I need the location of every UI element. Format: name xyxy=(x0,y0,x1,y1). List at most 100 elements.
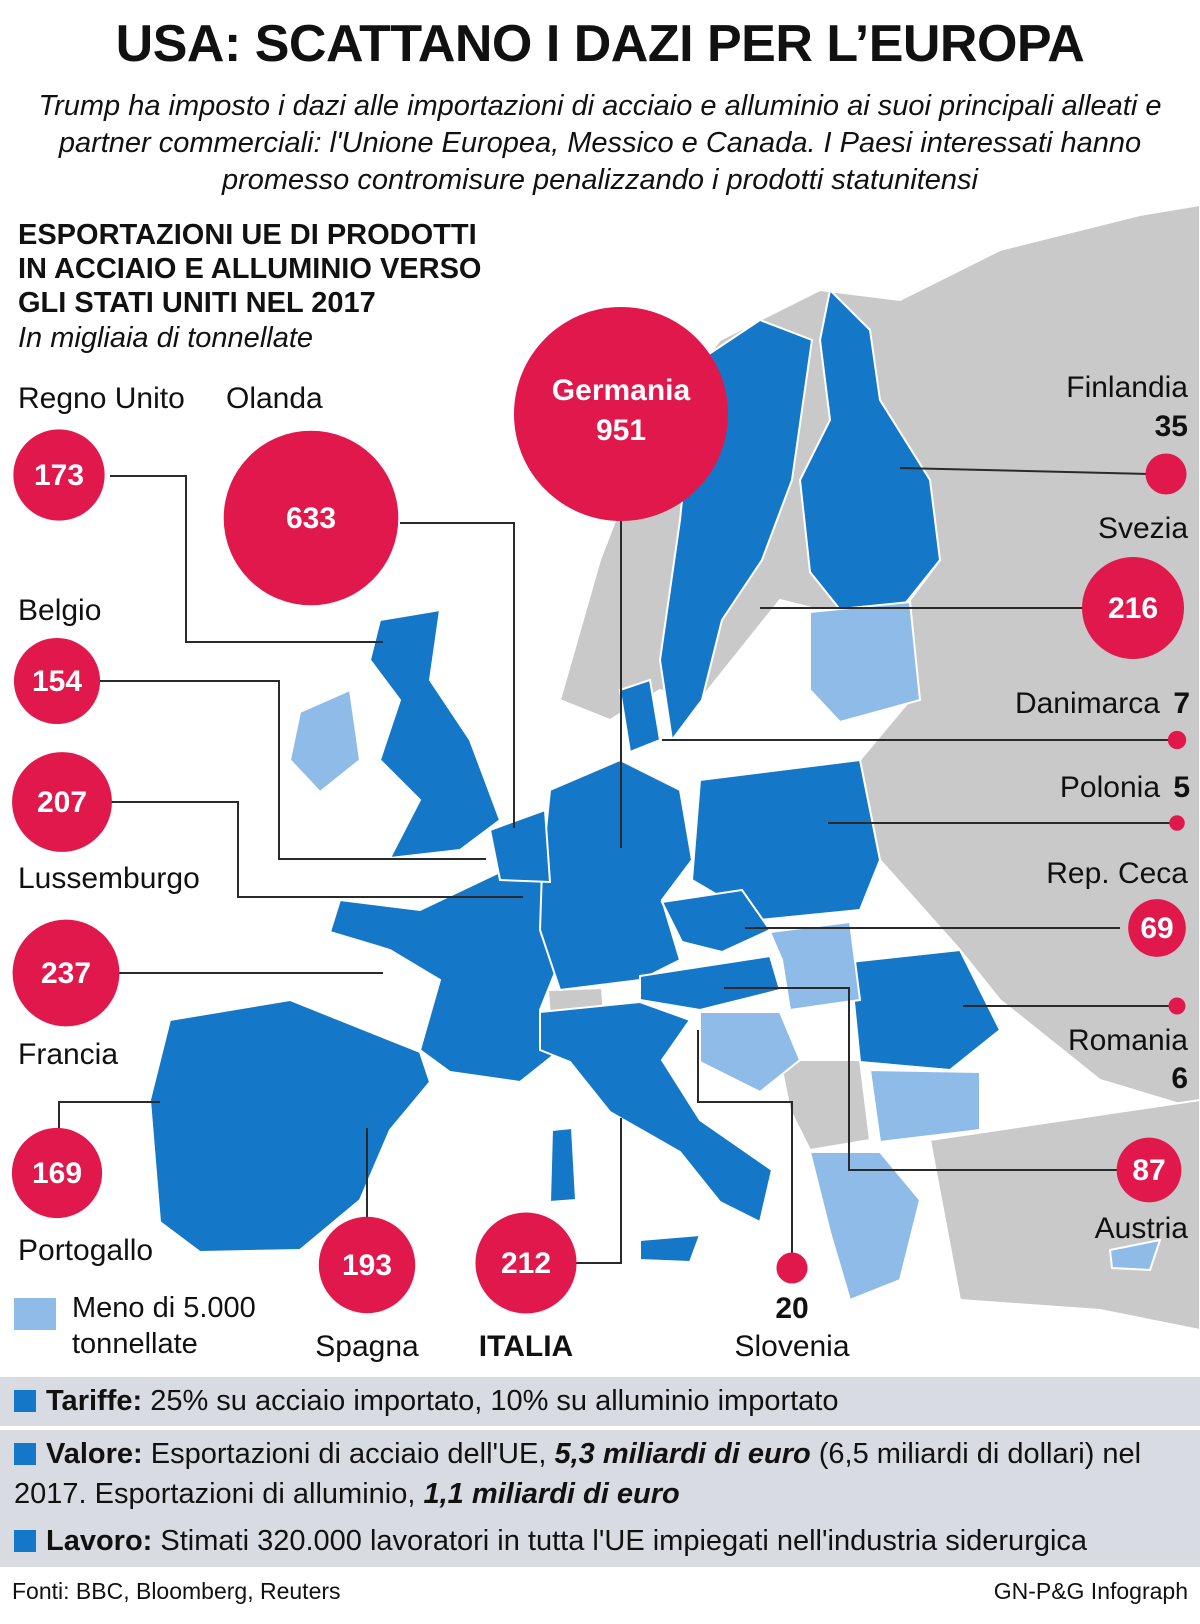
country-name: Danimarca xyxy=(1015,687,1160,720)
map-title-line: IN ACCIAIO E ALLUMINIO VERSO xyxy=(18,253,482,285)
leader-line xyxy=(100,680,486,860)
bulgaria-shape xyxy=(868,1068,981,1144)
country-name: Regno Unito xyxy=(18,382,185,415)
leader-line xyxy=(570,1118,622,1264)
country-name: Francia xyxy=(18,1038,118,1071)
bubble xyxy=(1145,453,1187,495)
country-name: Svezia xyxy=(1098,512,1188,545)
leader-line xyxy=(58,1101,160,1130)
fact-row: Valore: Esportazioni di acciaio dell'UE,… xyxy=(0,1430,1200,1518)
country-value: 951 xyxy=(596,414,646,447)
country-name: ITALIA xyxy=(479,1330,573,1363)
eu-small-exporters xyxy=(288,600,1162,1302)
sardinia-shape xyxy=(548,1126,578,1204)
country-name: Belgio xyxy=(18,594,101,627)
leader-line xyxy=(899,467,1151,475)
czech-shape xyxy=(660,888,772,954)
country-value: 237 xyxy=(41,957,91,990)
country-value: 5 xyxy=(1173,771,1190,804)
fact-text: Stimati 320.000 lavoratori in tutta l'UE… xyxy=(160,1525,1088,1557)
country-name: Slovenia xyxy=(734,1330,849,1363)
germany-shape xyxy=(538,758,694,992)
leader-line xyxy=(697,1030,793,1255)
leader-line xyxy=(400,522,515,828)
baltics-shape xyxy=(809,600,922,724)
sicily-shape xyxy=(639,1233,702,1264)
credit: GN-P&G Infograph xyxy=(993,1578,1188,1604)
country-name: Polonia xyxy=(1060,771,1160,804)
balkans-land xyxy=(778,1059,872,1152)
bubble xyxy=(223,430,399,606)
fact-bullet xyxy=(14,1390,36,1412)
fact-label: Lavoro: xyxy=(46,1525,153,1557)
ireland-shape xyxy=(288,688,362,794)
fact-text: 5,3 miliardi di euro xyxy=(554,1438,811,1470)
bubble xyxy=(475,1212,577,1314)
fact-bullet xyxy=(14,1530,36,1552)
title: USA: SCATTANO I DAZI PER L’EUROPA xyxy=(115,15,1085,73)
leader-line xyxy=(110,475,383,643)
fact-row: Lavoro: Stimati 320.000 lavoratori in tu… xyxy=(0,1517,1200,1567)
map-title-line: ESPORTAZIONI UE DI PRODOTTI xyxy=(18,219,477,251)
fact-text: 1,1 miliardi di euro xyxy=(423,1478,680,1510)
iberia-shape xyxy=(148,998,432,1254)
country-name: Lussemburgo xyxy=(18,862,200,895)
fact-label: Tariffe: xyxy=(46,1385,143,1417)
eu-countries xyxy=(148,287,1002,1264)
fact-label: Valore: xyxy=(46,1438,143,1470)
country-value: 193 xyxy=(342,1249,392,1282)
country-value: 6 xyxy=(1171,1062,1188,1095)
greece-shape xyxy=(808,1151,922,1302)
bubbles xyxy=(11,306,1187,1314)
austria-shape xyxy=(639,954,782,1012)
bubble xyxy=(13,637,101,725)
country-value: 69 xyxy=(1140,912,1173,945)
bubble xyxy=(1167,730,1187,750)
italy-shape xyxy=(539,1000,774,1224)
country-value: 20 xyxy=(775,1292,808,1325)
fact-text: (6,5 miliardi di dollari) nel 2017. Espo… xyxy=(14,1438,1142,1510)
country-name: Portogallo xyxy=(18,1234,153,1267)
country-value: 35 xyxy=(1155,410,1188,443)
country-name: Spagna xyxy=(315,1330,419,1363)
country-name: Finlandia xyxy=(1066,371,1188,404)
fact-text: Esportazioni di acciaio dell'UE, xyxy=(150,1438,555,1470)
country-name: Rep. Ceca xyxy=(1046,857,1188,890)
leader-lines xyxy=(58,467,1170,1264)
uk-shape xyxy=(368,608,502,860)
bubble xyxy=(1169,815,1185,831)
bubble xyxy=(11,1127,103,1219)
country-value: 173 xyxy=(34,459,84,492)
legend-swatch xyxy=(14,1298,56,1330)
benelux-shape xyxy=(488,808,552,884)
bubble xyxy=(12,752,112,852)
croatia-shape xyxy=(699,1011,802,1094)
country-value: 207 xyxy=(37,786,87,819)
country-value: 169 xyxy=(32,1157,82,1190)
country-value: 216 xyxy=(1108,592,1158,625)
bubble xyxy=(1128,899,1186,957)
bubble xyxy=(13,429,105,521)
country-value: 633 xyxy=(286,502,336,535)
map-title-line: GLI STATI UNITI NEL 2017 xyxy=(18,287,376,319)
bubble xyxy=(513,306,729,522)
country-name: Austria xyxy=(1095,1212,1189,1245)
subtitle: Trump ha imposto i dazi alle importazion… xyxy=(38,90,1162,196)
country-name: Germania xyxy=(552,374,691,407)
country-value: 87 xyxy=(1132,1154,1165,1187)
labels: Germania 951 Regno Unito 173 Olanda 633 Belgio… xyxy=(18,371,1190,1363)
bubble xyxy=(776,1252,808,1284)
bubble xyxy=(1116,1137,1182,1203)
bubble xyxy=(318,1216,416,1314)
legend-text: Meno di 5.000 tonnellate xyxy=(72,1292,256,1360)
hungary-slovakia-shape xyxy=(768,920,862,1012)
romania-shape xyxy=(848,948,1002,1072)
fact-bullet xyxy=(14,1443,36,1465)
leader-line xyxy=(724,987,1120,1171)
leader-line xyxy=(110,801,523,898)
poland-shape xyxy=(690,758,882,922)
sources: Fonti: BBC, Bloomberg, Reuters xyxy=(12,1578,341,1604)
fact-row: Tariffe: 25% su acciaio importato, 10% s… xyxy=(0,1377,1200,1426)
